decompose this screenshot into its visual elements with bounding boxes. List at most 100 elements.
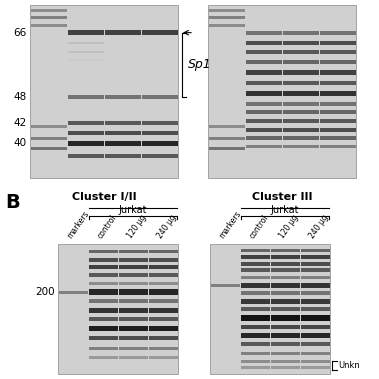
Bar — [271, 268, 299, 272]
Bar — [246, 110, 282, 114]
Bar — [149, 289, 177, 295]
Bar — [105, 141, 141, 146]
Bar — [119, 326, 147, 331]
Bar — [241, 366, 269, 369]
Bar — [271, 291, 299, 295]
Text: 40: 40 — [14, 138, 27, 149]
Bar — [119, 335, 147, 340]
Bar — [105, 153, 141, 158]
Bar — [89, 289, 117, 295]
Bar — [246, 41, 282, 45]
Bar — [208, 9, 244, 12]
Text: markers: markers — [218, 209, 243, 240]
Bar — [301, 299, 329, 304]
Bar — [319, 146, 356, 148]
Bar — [301, 307, 329, 311]
Bar — [301, 262, 329, 266]
Text: control: control — [247, 213, 270, 240]
Text: 42: 42 — [14, 117, 27, 128]
Bar — [282, 60, 318, 64]
Bar — [89, 258, 117, 262]
Bar — [241, 352, 269, 355]
Bar — [119, 265, 147, 269]
Bar — [241, 268, 269, 272]
Bar — [301, 352, 329, 355]
Bar — [271, 360, 299, 362]
Bar — [141, 95, 177, 99]
Bar — [208, 125, 244, 128]
Text: B: B — [5, 193, 20, 212]
Bar — [105, 131, 141, 135]
Bar — [301, 268, 329, 272]
Bar — [301, 291, 329, 295]
Bar — [301, 332, 329, 338]
Bar — [67, 30, 103, 35]
Bar — [89, 299, 117, 303]
Bar — [141, 121, 177, 125]
Bar — [30, 5, 178, 178]
Bar — [89, 308, 117, 313]
Bar — [301, 360, 329, 362]
Bar — [119, 308, 147, 313]
Bar — [271, 366, 299, 369]
Text: 120 μg: 120 μg — [278, 213, 300, 240]
Bar — [208, 16, 244, 19]
Bar — [246, 136, 282, 140]
Bar — [241, 299, 269, 304]
Bar — [89, 273, 117, 277]
Text: Cluster I/II: Cluster I/II — [72, 192, 136, 202]
Text: 48: 48 — [14, 92, 27, 102]
Text: 66: 66 — [14, 28, 27, 38]
Bar — [67, 141, 103, 146]
Bar — [149, 326, 177, 331]
Bar — [149, 250, 177, 253]
Text: 200: 200 — [35, 287, 55, 297]
Text: 240 μg: 240 μg — [156, 213, 178, 240]
Bar — [241, 332, 269, 338]
Bar — [149, 282, 177, 285]
Bar — [30, 137, 66, 140]
Bar — [241, 325, 269, 329]
Bar — [282, 81, 318, 85]
Bar — [319, 70, 356, 75]
Bar — [67, 121, 103, 125]
Bar — [149, 335, 177, 340]
Bar — [119, 258, 147, 262]
Bar — [282, 91, 318, 96]
Bar — [30, 147, 66, 150]
Bar — [246, 119, 282, 123]
Bar — [119, 250, 147, 253]
Bar — [301, 249, 329, 252]
Bar — [301, 276, 329, 279]
Bar — [89, 346, 117, 349]
Bar — [119, 299, 147, 303]
Bar — [301, 342, 329, 346]
Bar — [89, 326, 117, 331]
Bar — [67, 42, 103, 44]
Text: Unkn: Unkn — [338, 361, 360, 370]
Text: Jurkat: Jurkat — [119, 205, 147, 215]
Bar — [58, 291, 88, 294]
Bar — [319, 31, 356, 35]
Bar — [319, 50, 356, 54]
Bar — [67, 95, 103, 99]
Bar — [241, 276, 269, 279]
Bar — [119, 289, 147, 295]
Bar — [241, 342, 269, 346]
Bar — [241, 291, 269, 295]
Bar — [271, 315, 299, 321]
Text: control: control — [96, 213, 118, 240]
Bar — [119, 356, 147, 359]
Bar — [208, 5, 356, 178]
Text: 240 μg: 240 μg — [308, 213, 330, 240]
Text: Cluster III: Cluster III — [252, 192, 312, 202]
Bar — [246, 128, 282, 132]
Bar — [241, 307, 269, 311]
Bar — [319, 110, 356, 114]
Bar — [67, 131, 103, 135]
Bar — [246, 146, 282, 148]
Bar — [282, 70, 318, 75]
Bar — [301, 255, 329, 259]
Bar — [241, 255, 269, 259]
Bar — [241, 360, 269, 362]
